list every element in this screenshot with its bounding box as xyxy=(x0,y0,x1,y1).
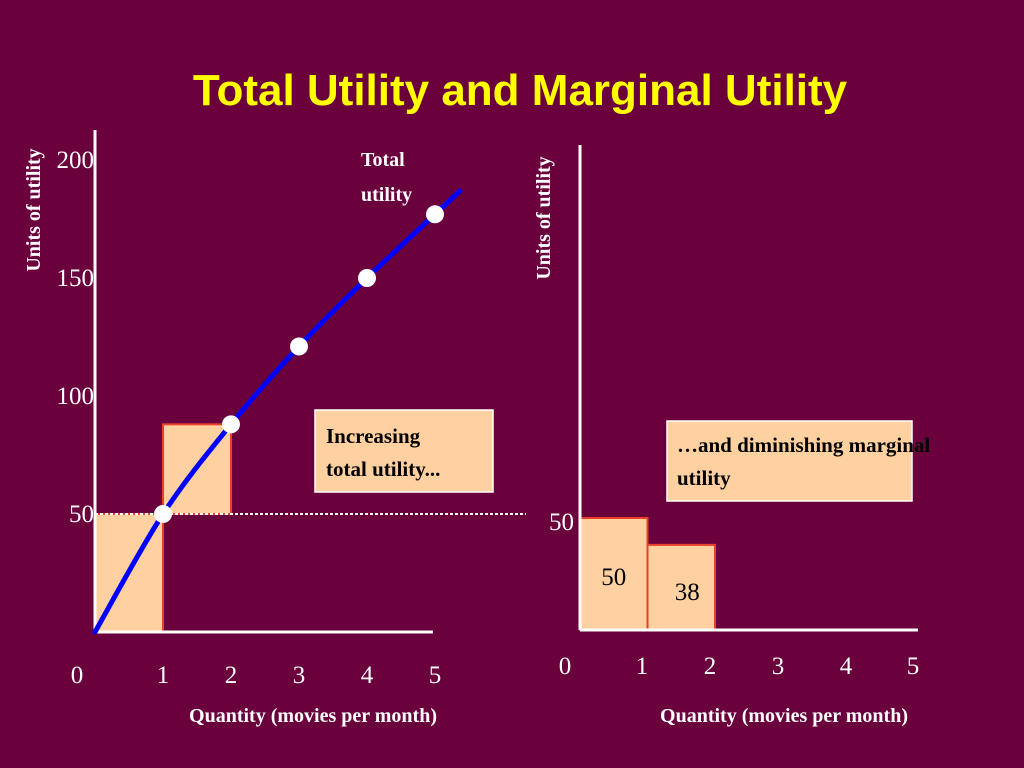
right-x-tick-2: 2 xyxy=(704,653,717,680)
total-utility-point-1 xyxy=(154,505,172,523)
total-utility-step-bars xyxy=(94,423,232,633)
marginal-utility-bar-label-1: 50 xyxy=(601,564,626,591)
diminishing-annotation-line2: utility xyxy=(677,466,731,490)
left-x-tick-5: 5 xyxy=(429,662,442,689)
right-x-tick-labels: 0 1 2 3 4 5 xyxy=(559,653,920,680)
left-x-tick-1: 1 xyxy=(157,662,170,689)
increasing-annotation-box xyxy=(314,409,494,493)
total-utility-point-2 xyxy=(222,415,240,434)
marginal-utility-bar-1 xyxy=(579,517,649,631)
left-x-tick-3: 3 xyxy=(293,662,306,689)
total-utility-point-5 xyxy=(426,205,444,224)
left-y-tick-200: 200 xyxy=(57,147,95,174)
total-utility-points xyxy=(154,205,444,523)
left-y-tick-50: 50 xyxy=(69,501,94,528)
diminishing-annotation-line1: …and diminishing marginal xyxy=(677,433,930,457)
increasing-annotation-line1: Increasing xyxy=(326,424,421,448)
right-x-tick-3: 3 xyxy=(772,653,785,680)
right-y-axis-label: Units of utility xyxy=(533,156,555,279)
left-y-tick-100: 100 xyxy=(57,383,95,410)
left-y-tick-labels: 50 100 150 200 xyxy=(57,147,95,528)
right-x-tick-5: 5 xyxy=(907,653,920,680)
right-y-tick-50: 50 xyxy=(549,509,574,536)
right-x-tick-1: 1 xyxy=(636,653,649,680)
series-label-total-line1: Total xyxy=(361,149,405,171)
left-x-axis-label: Quantity (movies per month) xyxy=(189,705,437,727)
right-x-tick-4: 4 xyxy=(840,653,853,680)
series-label-total-line2: utility xyxy=(361,184,412,206)
marginal-utility-bar-labels: 50 38 xyxy=(601,564,700,606)
left-x-tick-2: 2 xyxy=(225,662,238,689)
left-y-tick-150: 150 xyxy=(57,265,95,292)
total-utility-point-3 xyxy=(290,337,308,356)
right-x-tick-0: 0 xyxy=(559,653,572,680)
right-x-axis-label: Quantity (movies per month) xyxy=(660,705,908,727)
marginal-utility-bars xyxy=(579,517,716,632)
total-utility-chart: 50 100 150 200 0 1 2 3 4 5 Units of utility Quan… xyxy=(23,130,526,727)
chart-title: Total Utility and Marginal Utility xyxy=(192,66,848,115)
total-utility-point-4 xyxy=(358,269,376,287)
right-y-tick-labels: 50 xyxy=(549,509,574,536)
increasing-annotation-line2: total utility... xyxy=(326,457,440,481)
marginal-utility-bar-label-2: 38 xyxy=(675,579,700,606)
left-y-axis-label: Units of utility xyxy=(23,148,45,271)
left-x-tick-labels: 0 1 2 3 4 5 xyxy=(71,662,442,689)
marginal-utility-chart: 50 0 1 2 3 4 5 50 38 Units of utility Quantity… xyxy=(533,145,930,727)
diminishing-annotation-box xyxy=(666,420,913,502)
left-x-tick-4: 4 xyxy=(361,662,374,689)
total-utility-curve xyxy=(92,188,463,635)
left-x-tick-0: 0 xyxy=(71,662,84,689)
